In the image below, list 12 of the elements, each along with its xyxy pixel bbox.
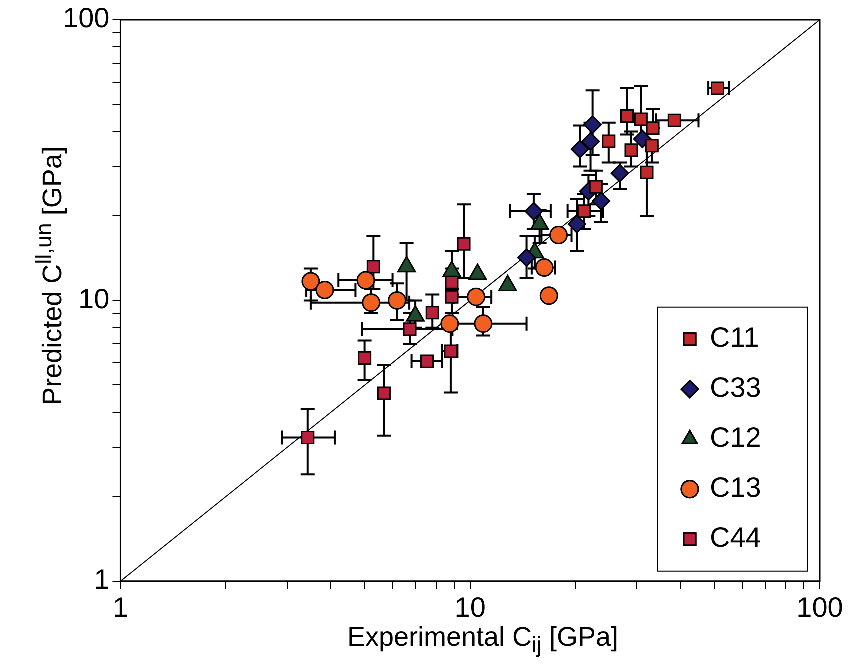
legend-label: C13 (710, 472, 762, 504)
legend-label: C33 (710, 372, 762, 404)
legend-label: C12 (710, 422, 762, 454)
legend-label: C44 (710, 522, 762, 554)
y-tick-label: 1 (94, 564, 110, 596)
x-tick-label: 100 (796, 592, 844, 623)
x-tick-label: 10 (454, 592, 486, 623)
y-tick-label: 10 (78, 283, 110, 314)
legend-label: C11 (710, 322, 760, 354)
y-tick-label: 100 (63, 2, 110, 34)
x-axis-title: Experimental C$_{ij}$ [GPa] (346, 622, 620, 658)
x-tick-label: 1 (112, 592, 129, 623)
